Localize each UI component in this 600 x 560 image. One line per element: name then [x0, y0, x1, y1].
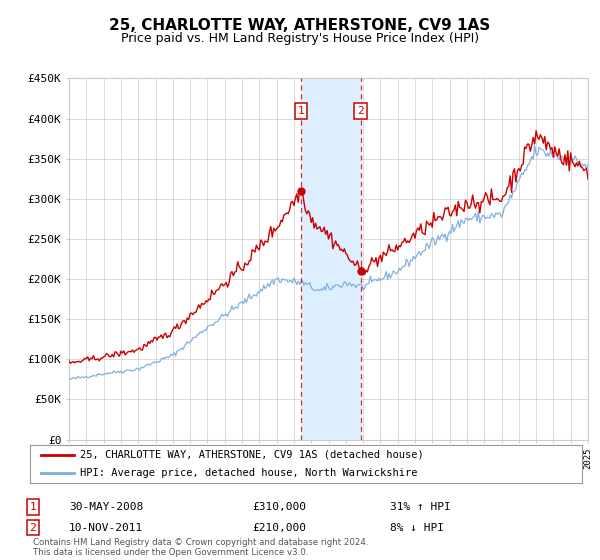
Text: 25, CHARLOTTE WAY, ATHERSTONE, CV9 1AS (detached house): 25, CHARLOTTE WAY, ATHERSTONE, CV9 1AS (… [80, 450, 424, 460]
Text: £210,000: £210,000 [252, 522, 306, 533]
Text: £310,000: £310,000 [252, 502, 306, 512]
Text: Contains HM Land Registry data © Crown copyright and database right 2024.
This d: Contains HM Land Registry data © Crown c… [33, 538, 368, 557]
Bar [301, 78, 361, 440]
Text: 2: 2 [29, 522, 37, 533]
Text: 1: 1 [29, 502, 37, 512]
Text: 8% ↓ HPI: 8% ↓ HPI [390, 522, 444, 533]
Text: HPI: Average price, detached house, North Warwickshire: HPI: Average price, detached house, Nort… [80, 468, 417, 478]
Text: Price paid vs. HM Land Registry's House Price Index (HPI): Price paid vs. HM Land Registry's House … [121, 32, 479, 45]
Text: 1: 1 [298, 106, 304, 116]
Text: 10-NOV-2011: 10-NOV-2011 [69, 522, 143, 533]
Text: 30-MAY-2008: 30-MAY-2008 [69, 502, 143, 512]
Text: 2: 2 [358, 106, 364, 116]
Text: 25, CHARLOTTE WAY, ATHERSTONE, CV9 1AS: 25, CHARLOTTE WAY, ATHERSTONE, CV9 1AS [109, 18, 491, 33]
Text: 31% ↑ HPI: 31% ↑ HPI [390, 502, 451, 512]
